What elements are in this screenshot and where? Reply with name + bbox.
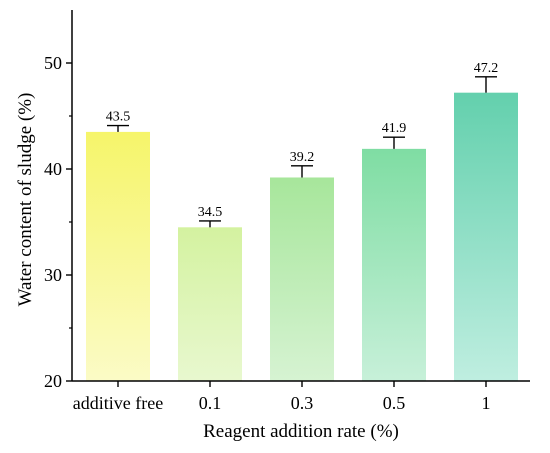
y-ticks-group: 20 30 40 50	[44, 53, 72, 391]
error-bar-1	[199, 220, 221, 228]
y-tick-label-3: 50	[44, 53, 62, 73]
x-ticks-group: additive free 0.1 0.3 0.5 1	[73, 381, 491, 413]
bar-0	[86, 131, 150, 381]
x-tick-label-3: 0.5	[383, 393, 406, 413]
x-tick-label-0: additive free	[73, 393, 163, 413]
bar-3	[362, 148, 426, 381]
bar-4	[454, 92, 518, 382]
data-label-0: 43.5	[106, 110, 131, 125]
x-tick-label-1: 0.1	[199, 393, 222, 413]
data-labels-group: 43.5 34.5 39.2 41.9 47.2	[106, 61, 499, 220]
error-bar-3	[383, 136, 405, 149]
axes-group	[71, 10, 530, 382]
bars-group	[86, 92, 518, 382]
error-bar-4	[475, 76, 497, 93]
y-tick-label-2: 40	[44, 159, 62, 179]
x-axis-title: Reagent addition rate (%)	[203, 421, 399, 442]
data-label-2: 39.2	[290, 150, 315, 165]
bar-1	[178, 227, 242, 381]
data-label-4: 47.2	[474, 61, 499, 76]
bar-2	[270, 177, 334, 381]
y-tick-label-0: 20	[44, 371, 62, 391]
x-tick-label-4: 1	[482, 393, 491, 413]
y-axis-title: Water content of sludge (%)	[15, 93, 36, 307]
x-tick-label-2: 0.3	[291, 393, 314, 413]
y-tick-label-1: 30	[44, 265, 62, 285]
error-bar-2	[291, 165, 313, 178]
data-label-1: 34.5	[198, 205, 223, 220]
data-label-3: 41.9	[382, 121, 407, 136]
error-bars-group	[107, 76, 497, 228]
error-bar-0	[107, 124, 129, 132]
